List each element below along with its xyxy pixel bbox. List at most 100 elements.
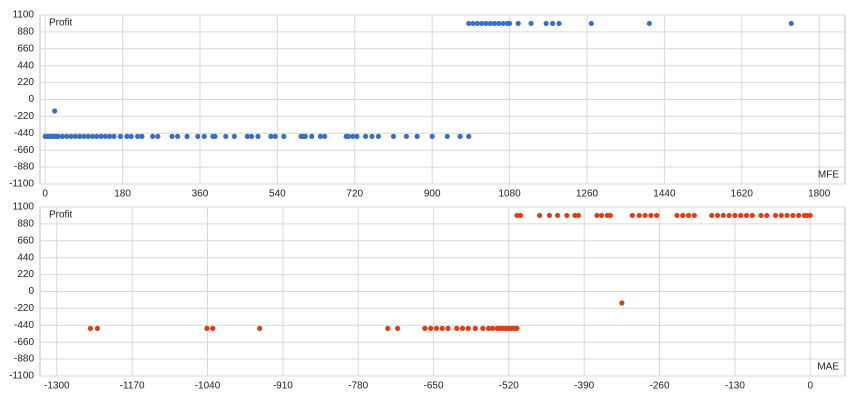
point — [244, 133, 250, 139]
point — [598, 212, 605, 219]
point — [385, 325, 391, 331]
point — [738, 212, 744, 219]
point — [528, 20, 534, 27]
point — [55, 133, 61, 139]
y-tick-label: -1100 — [9, 179, 34, 190]
point — [480, 325, 486, 331]
point — [98, 133, 104, 139]
y-tick-label: -880 — [14, 162, 34, 173]
point — [575, 212, 582, 219]
point — [549, 20, 556, 27]
y-tick-label: 880 — [17, 219, 34, 230]
point — [94, 325, 100, 331]
point — [428, 325, 434, 331]
point — [543, 20, 549, 27]
point — [546, 212, 553, 219]
point — [646, 20, 652, 27]
point — [778, 212, 784, 219]
point — [607, 212, 613, 219]
point — [758, 212, 764, 219]
point — [375, 133, 382, 139]
point — [309, 133, 315, 139]
point — [272, 133, 278, 139]
point — [506, 20, 513, 27]
x-axis-label: MFE — [818, 170, 839, 181]
point — [517, 212, 524, 219]
point — [85, 133, 91, 139]
y-tick-label: 220 — [17, 269, 34, 280]
point — [322, 133, 328, 139]
point — [564, 212, 570, 219]
point — [500, 20, 506, 27]
point — [491, 20, 498, 27]
y-tick-label: -880 — [14, 354, 34, 365]
x-tick-label: 1440 — [653, 189, 676, 200]
point — [790, 212, 796, 219]
point — [201, 133, 207, 139]
point — [714, 212, 721, 219]
point — [354, 133, 360, 139]
point — [212, 133, 218, 139]
point — [248, 133, 255, 139]
point — [184, 133, 190, 139]
point — [81, 133, 87, 139]
point — [445, 325, 451, 331]
x-tick-label: 720 — [346, 189, 363, 200]
point — [433, 325, 440, 331]
x-tick-label: 1260 — [576, 189, 599, 200]
point — [691, 212, 697, 219]
point — [128, 133, 134, 139]
x-tick-label: 1620 — [731, 189, 754, 200]
point — [466, 133, 472, 139]
point — [459, 325, 466, 331]
y-axis-label: Profit — [49, 210, 73, 221]
point — [117, 133, 124, 139]
x-tick-label: 0 — [807, 381, 813, 392]
y-tick-label: -1100 — [9, 371, 34, 382]
x-tick-label: -650 — [424, 381, 444, 392]
point — [68, 133, 74, 139]
point — [470, 20, 476, 27]
x-tick-label: 1080 — [498, 189, 521, 200]
point — [788, 20, 794, 27]
point — [223, 133, 229, 139]
point — [281, 133, 287, 139]
point — [175, 133, 181, 139]
x-tick-label: -130 — [725, 381, 745, 392]
point — [150, 133, 156, 139]
point — [483, 20, 489, 27]
point — [439, 325, 445, 331]
point — [59, 133, 65, 139]
point — [102, 133, 108, 139]
x-tick-label: 0 — [42, 189, 48, 200]
point — [64, 133, 70, 139]
point — [210, 325, 216, 331]
point — [556, 20, 562, 27]
x-tick-label: 1800 — [808, 189, 831, 200]
y-tick-label: 660 — [17, 43, 34, 54]
point — [454, 325, 460, 331]
y-tick-label: 0 — [28, 286, 34, 297]
y-tick-label: 1100 — [12, 202, 34, 213]
point — [139, 133, 145, 139]
y-tick-label: 440 — [17, 60, 34, 71]
y-tick-label: -220 — [14, 303, 34, 314]
x-tick-label: -1040 — [195, 381, 221, 392]
x-tick-label: 360 — [192, 189, 209, 200]
point — [350, 133, 356, 139]
x-tick-label: -1300 — [44, 381, 70, 392]
point — [362, 133, 369, 139]
y-tick-label: 1100 — [12, 10, 34, 21]
x-tick-label: -1170 — [120, 381, 145, 392]
point — [444, 133, 450, 139]
point — [720, 212, 726, 219]
point — [515, 20, 521, 27]
x-tick-label: 900 — [424, 189, 441, 200]
y-tick-label: 0 — [28, 94, 34, 105]
point — [619, 300, 625, 306]
y-tick-label: -220 — [14, 111, 34, 122]
point — [636, 212, 642, 219]
point — [485, 325, 492, 331]
point — [764, 212, 770, 219]
y-tick-label: -660 — [14, 337, 34, 348]
